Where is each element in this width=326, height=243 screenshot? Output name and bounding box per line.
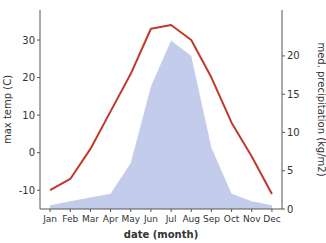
- x-tick-label: Aug: [182, 214, 200, 224]
- y-tick: [37, 190, 40, 191]
- x-tick-label: Mar: [82, 214, 99, 224]
- x-axis-line: [40, 209, 282, 210]
- y-axis-label: max temp (C): [2, 75, 13, 144]
- y-tick-label: -10: [19, 185, 35, 196]
- x-tick-label: Jan: [42, 214, 57, 224]
- x-tick-label: Sep: [203, 214, 220, 224]
- x-tick: [191, 209, 192, 212]
- x-tick-label: Oct: [224, 214, 240, 224]
- y-tick-label: 0: [29, 147, 35, 158]
- x-tick: [130, 209, 131, 212]
- x-tick-label: Jun: [143, 214, 158, 224]
- precip-area: [50, 41, 272, 209]
- y2-tick: [282, 132, 285, 133]
- x-tick: [150, 209, 151, 212]
- y-tick-label: 30: [22, 35, 35, 46]
- x-tick-label: Jul: [165, 214, 177, 224]
- chart: -10 0 10 20 30 0 5 10 15 20 Jan Feb Mar AprMayJun Jul A…: [0, 0, 326, 243]
- y-tick: [37, 40, 40, 41]
- x-tick: [231, 209, 232, 212]
- x-axis-label: date (month): [124, 229, 198, 240]
- x-tick-label: Nov: [243, 214, 261, 224]
- y-tick-label: 20: [22, 72, 35, 83]
- x-tick-label: Feb: [62, 214, 78, 224]
- y2-tick-label: 20: [287, 50, 300, 61]
- y2-tick: [282, 209, 285, 210]
- x-tick-label: May: [121, 214, 140, 224]
- y2-tick-label: 10: [287, 127, 300, 138]
- y2-axis-line: [282, 10, 283, 209]
- x-tick: [251, 209, 252, 212]
- x-tick: [211, 209, 212, 212]
- x-tick: [110, 209, 111, 212]
- x-tick: [171, 209, 172, 212]
- y-tick: [37, 77, 40, 78]
- x-tick: [50, 209, 51, 212]
- y-tick: [37, 115, 40, 116]
- plot-area: [50, 25, 272, 209]
- x-tick: [70, 209, 71, 212]
- x-tick: [90, 209, 91, 212]
- x-tick-label: Apr: [103, 214, 119, 224]
- y-tick: [37, 152, 40, 153]
- temp-line: [50, 25, 272, 194]
- y-tick-label: 10: [22, 110, 35, 121]
- y2-tick: [282, 55, 285, 56]
- y2-axis-label: med. precipitation (kg/m2): [316, 42, 326, 176]
- x-tick: [271, 209, 272, 212]
- y2-tick: [282, 170, 285, 171]
- y2-tick: [282, 94, 285, 95]
- y2-tick-label: 5: [287, 165, 293, 176]
- y2-tick-label: 0: [287, 204, 293, 215]
- x-tick-label: Dec: [263, 214, 280, 224]
- y2-tick-label: 15: [287, 89, 300, 100]
